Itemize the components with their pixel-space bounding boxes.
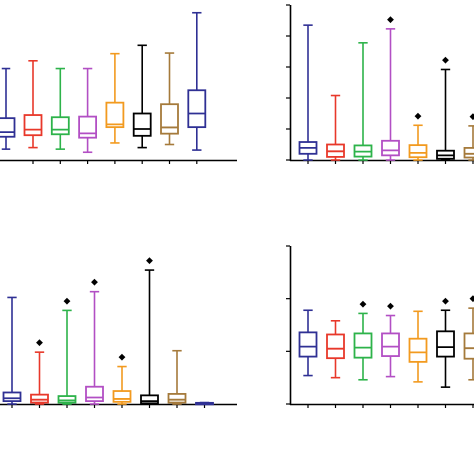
box	[187, 89, 207, 129]
box	[381, 332, 400, 357]
significance-marker: ◆	[146, 256, 153, 266]
significance-marker: ◆	[415, 111, 422, 121]
box	[23, 114, 43, 137]
box	[2, 391, 22, 403]
box	[353, 332, 373, 359]
box	[132, 112, 152, 137]
box	[30, 393, 49, 404]
panel-top-left	[0, 11, 237, 164]
significance-marker: ◆	[442, 55, 449, 65]
box	[167, 393, 187, 404]
box	[463, 332, 474, 360]
panel-bottom-left: ◆ ◆ ◆ ◆ ◆	[0, 256, 237, 408]
significance-marker: ◆	[470, 294, 474, 304]
significance-marker: ◆	[91, 278, 98, 288]
box	[112, 390, 132, 403]
box	[463, 147, 474, 159]
box	[408, 337, 428, 363]
significance-marker: ◆	[442, 296, 449, 306]
significance-marker: ◆	[470, 112, 474, 122]
box	[85, 385, 104, 403]
panel-bottom-right: ◆ ◆ ◆ ◆	[286, 245, 474, 408]
box	[160, 103, 179, 135]
significance-marker: ◆	[119, 353, 126, 363]
panel-top-right: ◆ ◆ ◆ ◆	[286, 4, 474, 164]
box	[0, 117, 16, 138]
box	[326, 333, 345, 360]
box	[50, 116, 70, 136]
box	[298, 331, 318, 358]
box	[78, 115, 97, 139]
significance-marker: ◆	[36, 338, 43, 348]
significance-marker: ◆	[387, 15, 394, 25]
box	[408, 144, 428, 159]
box	[381, 139, 400, 157]
significance-marker: ◆	[387, 302, 394, 312]
significance-marker: ◆	[360, 299, 367, 309]
box	[436, 330, 455, 358]
box	[57, 395, 77, 404]
significance-marker: ◆	[64, 296, 71, 306]
box	[140, 394, 159, 405]
